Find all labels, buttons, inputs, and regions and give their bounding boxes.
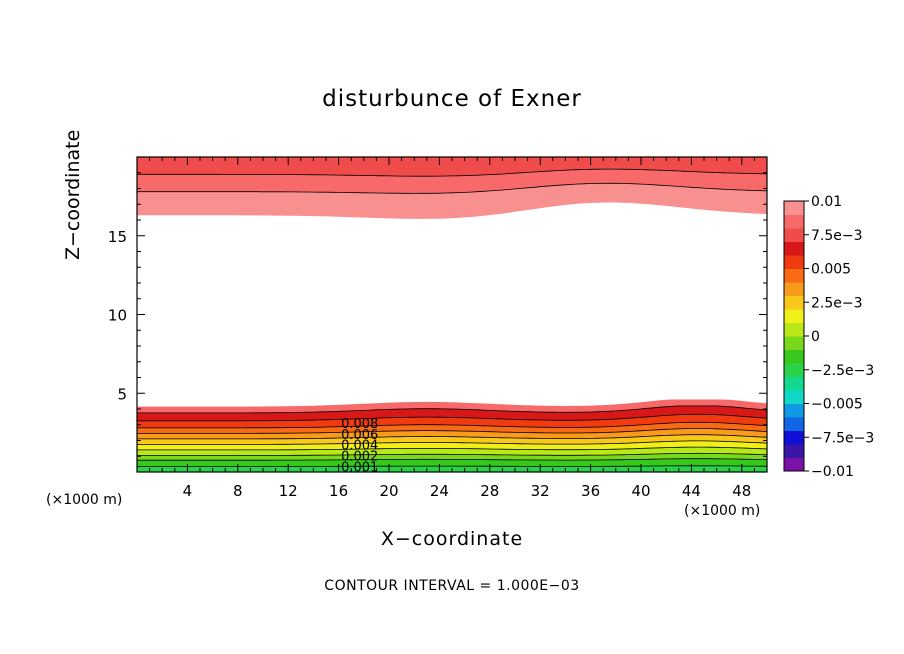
colorbar-swatch — [784, 241, 804, 256]
y-tick-label: 5 — [117, 385, 127, 403]
colorbar-swatch — [784, 417, 804, 431]
colorbar-swatch — [784, 282, 804, 296]
y-tick-label: 15 — [108, 228, 127, 246]
y-axis-label: Z−coordinate — [62, 129, 84, 260]
contour-line — [137, 465, 767, 467]
x-tick-label: 12 — [279, 482, 298, 500]
colorbar-tick-label: −2.5e−3 — [811, 363, 874, 379]
x-tick-label: 28 — [480, 482, 499, 500]
contour-band-bottom — [137, 428, 767, 439]
colorbar-swatch — [784, 403, 804, 418]
colorbar-swatch — [784, 349, 804, 364]
contour-line — [137, 168, 768, 177]
colorbar-swatch — [784, 228, 804, 242]
contour-band-bottom — [137, 405, 767, 421]
contour-band-bottom — [137, 440, 767, 450]
contour-label: 0.001 — [341, 460, 378, 475]
contour-line — [137, 452, 768, 456]
colorbar-tick-label: 0.005 — [811, 262, 851, 278]
x-tick-label: 36 — [581, 482, 600, 500]
colorbar-tick-label: 7.5e−3 — [811, 228, 863, 244]
contour-label: 0.008 — [341, 417, 378, 432]
contour-line — [137, 428, 768, 434]
colorbar-swatch — [784, 214, 804, 229]
x-tick-label: 20 — [379, 482, 398, 500]
colorbar-tick-label: 0 — [811, 329, 820, 345]
contour-line — [137, 413, 768, 422]
contour-line — [137, 421, 768, 429]
x-tick-label: 24 — [430, 482, 449, 500]
x-tick-label: 8 — [233, 482, 243, 500]
colorbar-swatch — [784, 201, 804, 215]
colorbar-tick-label: 0.01 — [811, 194, 842, 210]
contour-lines — [137, 168, 768, 467]
x-tick-label: 40 — [631, 482, 650, 500]
colorbar-swatch — [784, 376, 804, 391]
colorbar-swatch — [784, 295, 804, 310]
contour-label: 0.002 — [341, 449, 378, 464]
contour-line — [137, 458, 768, 461]
contour-line — [137, 434, 768, 440]
contour-band-bottom — [137, 434, 767, 445]
x-tick-label: 16 — [329, 482, 348, 500]
x-unit-label: (×1000 m) — [684, 503, 761, 519]
contour-band-top — [137, 157, 767, 177]
contour-label: 0.006 — [341, 428, 378, 443]
colorbar-swatch — [784, 322, 804, 337]
contour-fills — [137, 157, 767, 472]
contour-label: 0.004 — [341, 438, 378, 453]
contour-interval-note: CONTOUR INTERVAL = 1.000E−03 — [324, 578, 580, 594]
colorbar-swatch — [784, 268, 804, 283]
colorbar-tick-label: −7.5e−3 — [811, 430, 874, 446]
chart-title: disturbunce of Exner — [322, 86, 582, 112]
contour-line — [137, 405, 768, 414]
contour-band-bottom — [137, 399, 767, 413]
colorbar-swatch — [784, 390, 804, 404]
contour-line — [137, 440, 768, 445]
colorbar-tick-label: 2.5e−3 — [811, 295, 863, 311]
colorbar-tick-label: −0.01 — [811, 464, 854, 480]
contour-band-bottom — [137, 414, 767, 428]
contour-band-bottom — [137, 447, 767, 456]
contour-band-bottom — [137, 422, 767, 434]
colorbar-swatch — [784, 444, 804, 458]
x-tick-label: 4 — [183, 482, 193, 500]
x-axis-label: X−coordinate — [380, 528, 524, 550]
colorbar: 0.01 7.5e−3 0.005 2.5e−3 0 −2.5e−3 −0.005 −7.5e… — [783, 194, 874, 480]
colorbar-swatch — [784, 309, 804, 323]
x-tick-label: 44 — [682, 482, 701, 500]
x-tick-label: 32 — [531, 482, 550, 500]
y-unit-label: (×1000 m) — [46, 492, 123, 508]
colorbar-swatch — [784, 255, 804, 269]
colorbar-tick-label: −0.005 — [811, 397, 863, 413]
x-tick-label: 48 — [732, 482, 751, 500]
colorbar-swatch — [784, 336, 804, 350]
y-tick-label: 10 — [108, 307, 127, 325]
contour-line — [137, 446, 768, 451]
colorbar-swatch — [784, 430, 804, 445]
contour-band-bottom — [137, 458, 767, 467]
contour-line — [137, 182, 768, 194]
colorbar-swatch — [784, 363, 804, 377]
colorbar-swatch — [784, 457, 804, 472]
